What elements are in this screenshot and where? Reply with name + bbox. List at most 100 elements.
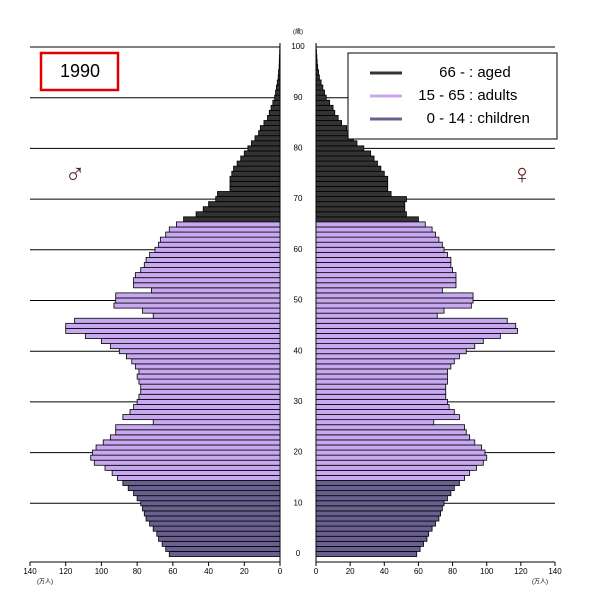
bar — [315, 353, 460, 360]
bar — [140, 500, 281, 507]
bar — [168, 226, 281, 233]
bar — [315, 307, 445, 314]
bar — [109, 343, 281, 350]
x-tick-label: 40 — [204, 567, 213, 576]
bar — [138, 368, 281, 375]
bar — [315, 104, 334, 111]
bar — [138, 378, 281, 385]
bar — [315, 186, 389, 192]
bar — [315, 551, 418, 557]
bar — [275, 89, 281, 96]
bar — [315, 429, 467, 436]
bar — [315, 74, 320, 81]
bar — [115, 297, 281, 304]
bar — [315, 115, 339, 121]
bar — [315, 160, 378, 167]
male-label: ♂ — [65, 158, 86, 189]
bar — [315, 317, 508, 324]
bar — [115, 292, 281, 299]
bar — [142, 505, 281, 512]
bar — [272, 99, 281, 106]
chart-title: 1990 — [60, 61, 100, 81]
x-unit: (万人) — [37, 579, 53, 586]
bar — [315, 49, 317, 56]
bar — [315, 292, 474, 299]
bar — [315, 246, 445, 253]
bar — [315, 338, 484, 344]
y-tick-label: 80 — [294, 144, 303, 153]
bar — [315, 505, 443, 512]
bar — [315, 404, 450, 410]
bar — [315, 409, 455, 415]
bar — [161, 540, 281, 547]
bar — [168, 551, 281, 557]
bar — [149, 251, 281, 258]
bar — [145, 515, 281, 522]
bar — [267, 115, 281, 121]
bar — [247, 145, 281, 152]
bar — [315, 449, 486, 456]
bar — [315, 89, 325, 96]
x-tick-label: 40 — [380, 567, 389, 576]
bar — [315, 530, 430, 537]
bar — [315, 211, 407, 218]
bar — [122, 414, 281, 421]
title-box — [39, 51, 120, 92]
bar — [118, 348, 281, 355]
bar — [140, 388, 281, 395]
bar — [315, 272, 457, 279]
bar — [102, 439, 281, 446]
bar — [315, 383, 447, 390]
bar — [315, 206, 406, 213]
bar — [154, 246, 281, 253]
bar — [229, 180, 281, 187]
bar — [109, 434, 281, 441]
bar — [152, 525, 281, 532]
bar — [315, 140, 358, 147]
bar — [274, 94, 281, 101]
bar — [315, 282, 457, 289]
legend-range: 15 - 65 — [418, 87, 465, 104]
bar — [315, 251, 448, 258]
bar — [254, 135, 281, 142]
x-tick-label: 60 — [414, 567, 423, 576]
bar — [315, 485, 455, 492]
bar — [134, 363, 281, 370]
bar — [315, 535, 428, 542]
bar — [140, 267, 281, 274]
bar — [65, 322, 281, 329]
bar — [142, 307, 281, 314]
bar — [84, 333, 281, 339]
bar — [315, 175, 389, 182]
legend-range: 66 - — [439, 64, 465, 81]
bar — [231, 170, 281, 177]
bar — [151, 287, 281, 294]
x-tick-label: 20 — [346, 567, 355, 576]
bar — [278, 59, 281, 66]
y-tick-label: 10 — [294, 498, 303, 507]
bar — [65, 327, 281, 334]
x-tick-label: 100 — [95, 567, 109, 576]
bar — [133, 490, 281, 497]
bar — [117, 475, 281, 481]
x-tick-label: 0 — [314, 567, 319, 576]
bar — [136, 398, 281, 405]
bar — [243, 150, 281, 157]
y-tick-label: 100 — [291, 42, 305, 51]
bar — [111, 469, 281, 476]
bar — [315, 180, 389, 187]
y-tick-label: 70 — [294, 194, 303, 203]
bar — [315, 419, 435, 426]
bar — [240, 155, 281, 162]
bar — [315, 469, 471, 476]
bar — [159, 236, 281, 243]
bar — [152, 419, 281, 426]
legend-range: 0 - 14 — [427, 110, 465, 127]
bar — [315, 510, 442, 517]
bar — [315, 191, 392, 197]
bar — [315, 216, 419, 223]
x-unit: (万人) — [532, 579, 548, 586]
bar — [315, 84, 324, 91]
bar — [233, 165, 281, 172]
x-tick-label: 20 — [240, 567, 249, 576]
